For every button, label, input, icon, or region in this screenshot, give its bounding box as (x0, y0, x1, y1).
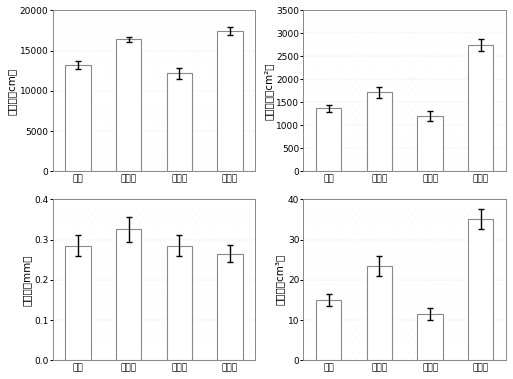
Y-axis label: 根直径（mm）: 根直径（mm） (22, 254, 31, 305)
Bar (65, 65, 91, 171)
Bar (116, 229, 141, 360)
Bar (468, 45, 494, 171)
Y-axis label: 根体积（cm³）: 根体积（cm³） (275, 254, 285, 305)
Bar (65, 246, 91, 360)
Bar (316, 108, 342, 171)
Bar (217, 254, 243, 360)
Bar (367, 92, 392, 171)
Bar (418, 314, 443, 360)
Y-axis label: 总根长（cm）: 总根长（cm） (7, 67, 17, 114)
Bar (116, 39, 141, 171)
Bar (418, 116, 443, 171)
Bar (367, 266, 392, 360)
Bar (217, 31, 243, 171)
Y-axis label: 根表面积（cm²）: 根表面积（cm²） (264, 62, 273, 120)
Bar (316, 300, 342, 360)
Bar (468, 219, 494, 360)
Bar (167, 246, 192, 360)
Bar (167, 73, 192, 171)
